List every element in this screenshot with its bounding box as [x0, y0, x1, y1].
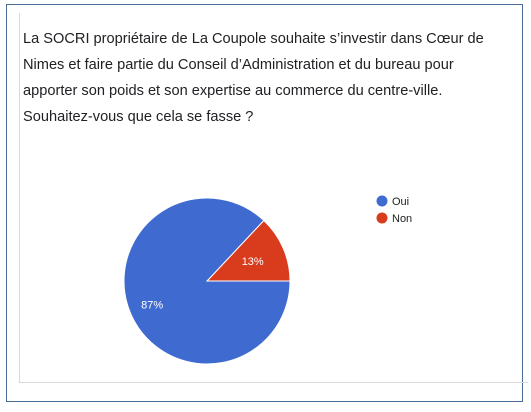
pie-slice-oui [123, 197, 291, 365]
pie-label-oui: 87% [141, 300, 163, 312]
legend-swatch-oui [376, 195, 388, 207]
legend-item-oui: Oui [376, 195, 409, 208]
pie-slices [123, 197, 291, 365]
legend-label-oui: Oui [392, 196, 409, 208]
legend-item-non: Non [376, 212, 412, 225]
legend-swatch-non [376, 212, 388, 224]
form-response-card [19, 13, 528, 383]
pie-label-non: 13% [242, 256, 264, 268]
pie-labels: 13% 87% [141, 256, 264, 312]
legend: Oui Non [376, 195, 412, 225]
question-text: La SOCRI propriétaire de La Coupole souh… [23, 31, 484, 125]
legend-label-non: Non [392, 213, 412, 225]
pie-slice-non [205, 219, 291, 282]
